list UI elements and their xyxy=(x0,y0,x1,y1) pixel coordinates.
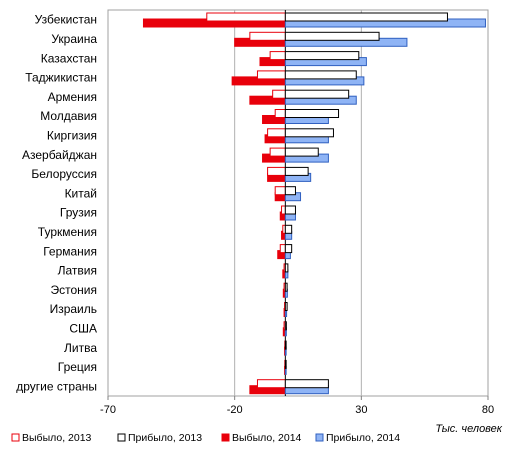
category-label-12: Германия xyxy=(43,244,97,258)
category-labels: Узбекистан Украина Казахстан Таджикистан Арм… xyxy=(16,13,97,394)
bar-pribylo-2013-8 xyxy=(284,166,309,176)
bar-vybylo-2013-0 xyxy=(206,12,286,22)
bar-pribylo-2013-10 xyxy=(284,205,296,215)
bar-vybylo-2013-7 xyxy=(269,147,286,157)
category-label-4: Армения xyxy=(48,90,97,104)
category-label-1: Украина xyxy=(51,32,97,46)
bar-pribylo-2013-1 xyxy=(284,31,380,41)
category-label-15: Израиль xyxy=(50,302,97,316)
x-axis-ticks: -70 -20 30 80 xyxy=(100,396,494,416)
plot-area xyxy=(107,9,489,397)
bar-vybylo-2013-6 xyxy=(267,128,286,138)
category-label-6: Киргизия xyxy=(47,128,97,142)
bar-pribylo-2013-7 xyxy=(284,147,319,157)
tick-label-0: -70 xyxy=(100,404,116,416)
tick-label-2: 30 xyxy=(355,404,367,416)
bar-vybylo-2013-10 xyxy=(281,205,286,215)
bar-vybylo-2013-1 xyxy=(249,31,286,41)
category-label-16: США xyxy=(69,321,97,335)
bar-pribylo-2013-2 xyxy=(284,51,360,61)
bar-pribylo-2013-3 xyxy=(284,70,357,80)
category-label-17: Литва xyxy=(64,341,97,355)
bar-pribylo-2013-5 xyxy=(284,109,340,118)
category-label-13: Латвия xyxy=(58,264,97,278)
legend-label-1: Прибыло, 2013 xyxy=(128,432,202,444)
legend-swatch-3 xyxy=(315,433,324,442)
bar-pribylo-2013-4 xyxy=(284,89,350,99)
legend-label-3: Прибыло, 2014 xyxy=(326,432,400,444)
bar-pribylo-2013-11 xyxy=(284,224,293,234)
category-label-10: Грузия xyxy=(60,206,97,220)
bar-pribylo-2013-9 xyxy=(284,186,296,196)
bar-pribylo-2013-18 xyxy=(284,359,287,369)
category-label-2: Казахстан xyxy=(41,51,97,65)
legend-swatch-2 xyxy=(221,433,230,442)
category-label-5: Молдавия xyxy=(40,109,97,123)
tick-label-3: 80 xyxy=(482,404,494,416)
bar-pribylo-2013-13 xyxy=(284,263,289,273)
category-label-11: Туркмения xyxy=(38,225,97,239)
bar-pribylo-2013-19 xyxy=(284,379,329,389)
bar-vybylo-2013-19 xyxy=(256,379,286,389)
bar-vybylo-2013-9 xyxy=(274,186,286,196)
category-label-18: Греция xyxy=(58,360,97,374)
bar-pribylo-2013-14 xyxy=(284,282,288,292)
legend-label-0: Выбыло, 2013 xyxy=(22,432,92,444)
category-label-14: Эстония xyxy=(51,283,98,297)
category-label-0: Узбекистан xyxy=(35,13,97,27)
category-label-7: Азербайджан xyxy=(22,148,97,162)
bar-pribylo-2013-17 xyxy=(284,340,287,350)
tick-label-1: -20 xyxy=(227,404,243,416)
category-label-19: другие страны xyxy=(16,379,97,393)
bar-pribylo-2013-16 xyxy=(284,321,287,331)
bars xyxy=(142,12,486,395)
bar-pribylo-2013-6 xyxy=(284,128,334,138)
legend-swatch-0 xyxy=(11,433,20,442)
bar-pribylo-2013-0 xyxy=(284,12,448,22)
category-label-9: Китай xyxy=(65,186,97,200)
x-axis-unit-label: Тыс. человек xyxy=(435,423,502,435)
bar-vybylo-2013-12 xyxy=(279,244,286,254)
bar-vybylo-2013-8 xyxy=(267,166,286,176)
bar-vybylo-2013-5 xyxy=(274,109,286,118)
category-label-3: Таджикистан xyxy=(25,71,97,85)
legend-label-2: Выбыло, 2014 xyxy=(232,432,302,444)
category-label-8: Белоруссия xyxy=(31,167,97,181)
bar-vybylo-2013-3 xyxy=(256,70,286,80)
legend-swatch-1 xyxy=(117,433,126,442)
bar-vybylo-2013-2 xyxy=(269,51,286,61)
bar-vybylo-2013-4 xyxy=(272,89,286,99)
legend: Выбыло, 2013 Прибыло, 2013 Выбыло, 2014 При… xyxy=(11,432,400,444)
bar-pribylo-2013-12 xyxy=(284,244,293,254)
bar-pribylo-2013-15 xyxy=(284,302,288,311)
